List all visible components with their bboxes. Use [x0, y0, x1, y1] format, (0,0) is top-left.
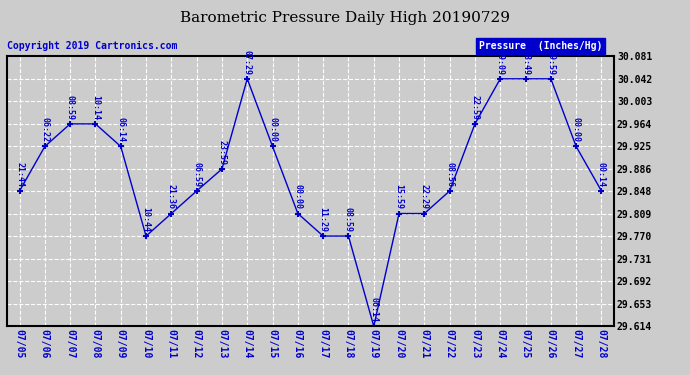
Text: 21:44: 21:44 — [15, 162, 24, 187]
Text: 09:09: 09:09 — [495, 50, 505, 75]
Text: 22:59: 22:59 — [471, 95, 480, 120]
Text: 10:44: 10:44 — [141, 207, 150, 232]
Text: 00:00: 00:00 — [571, 117, 581, 142]
Text: 07:29: 07:29 — [243, 50, 252, 75]
Text: 08:59: 08:59 — [66, 95, 75, 120]
Text: Pressure  (Inches/Hg): Pressure (Inches/Hg) — [479, 41, 602, 51]
Text: 09:59: 09:59 — [546, 50, 555, 75]
Text: 00:00: 00:00 — [268, 117, 277, 142]
Text: 00:14: 00:14 — [597, 162, 606, 187]
Text: 08:49: 08:49 — [521, 50, 530, 75]
Text: 15:59: 15:59 — [395, 184, 404, 209]
Text: 23:59: 23:59 — [217, 140, 226, 165]
Text: 08:56: 08:56 — [445, 162, 454, 187]
Text: 08:59: 08:59 — [344, 207, 353, 232]
Text: 06:59: 06:59 — [192, 162, 201, 187]
Text: 22:29: 22:29 — [420, 184, 429, 209]
Text: 06:14: 06:14 — [116, 117, 126, 142]
Text: 00:00: 00:00 — [293, 184, 302, 209]
Text: 21:36: 21:36 — [167, 184, 176, 209]
Text: 06:14: 06:14 — [369, 297, 378, 322]
Text: Copyright 2019 Cartronics.com: Copyright 2019 Cartronics.com — [7, 41, 177, 51]
Text: 10:14: 10:14 — [91, 95, 100, 120]
Text: 11:29: 11:29 — [319, 207, 328, 232]
Text: Barometric Pressure Daily High 20190729: Barometric Pressure Daily High 20190729 — [180, 11, 510, 25]
Text: 06:22: 06:22 — [40, 117, 50, 142]
